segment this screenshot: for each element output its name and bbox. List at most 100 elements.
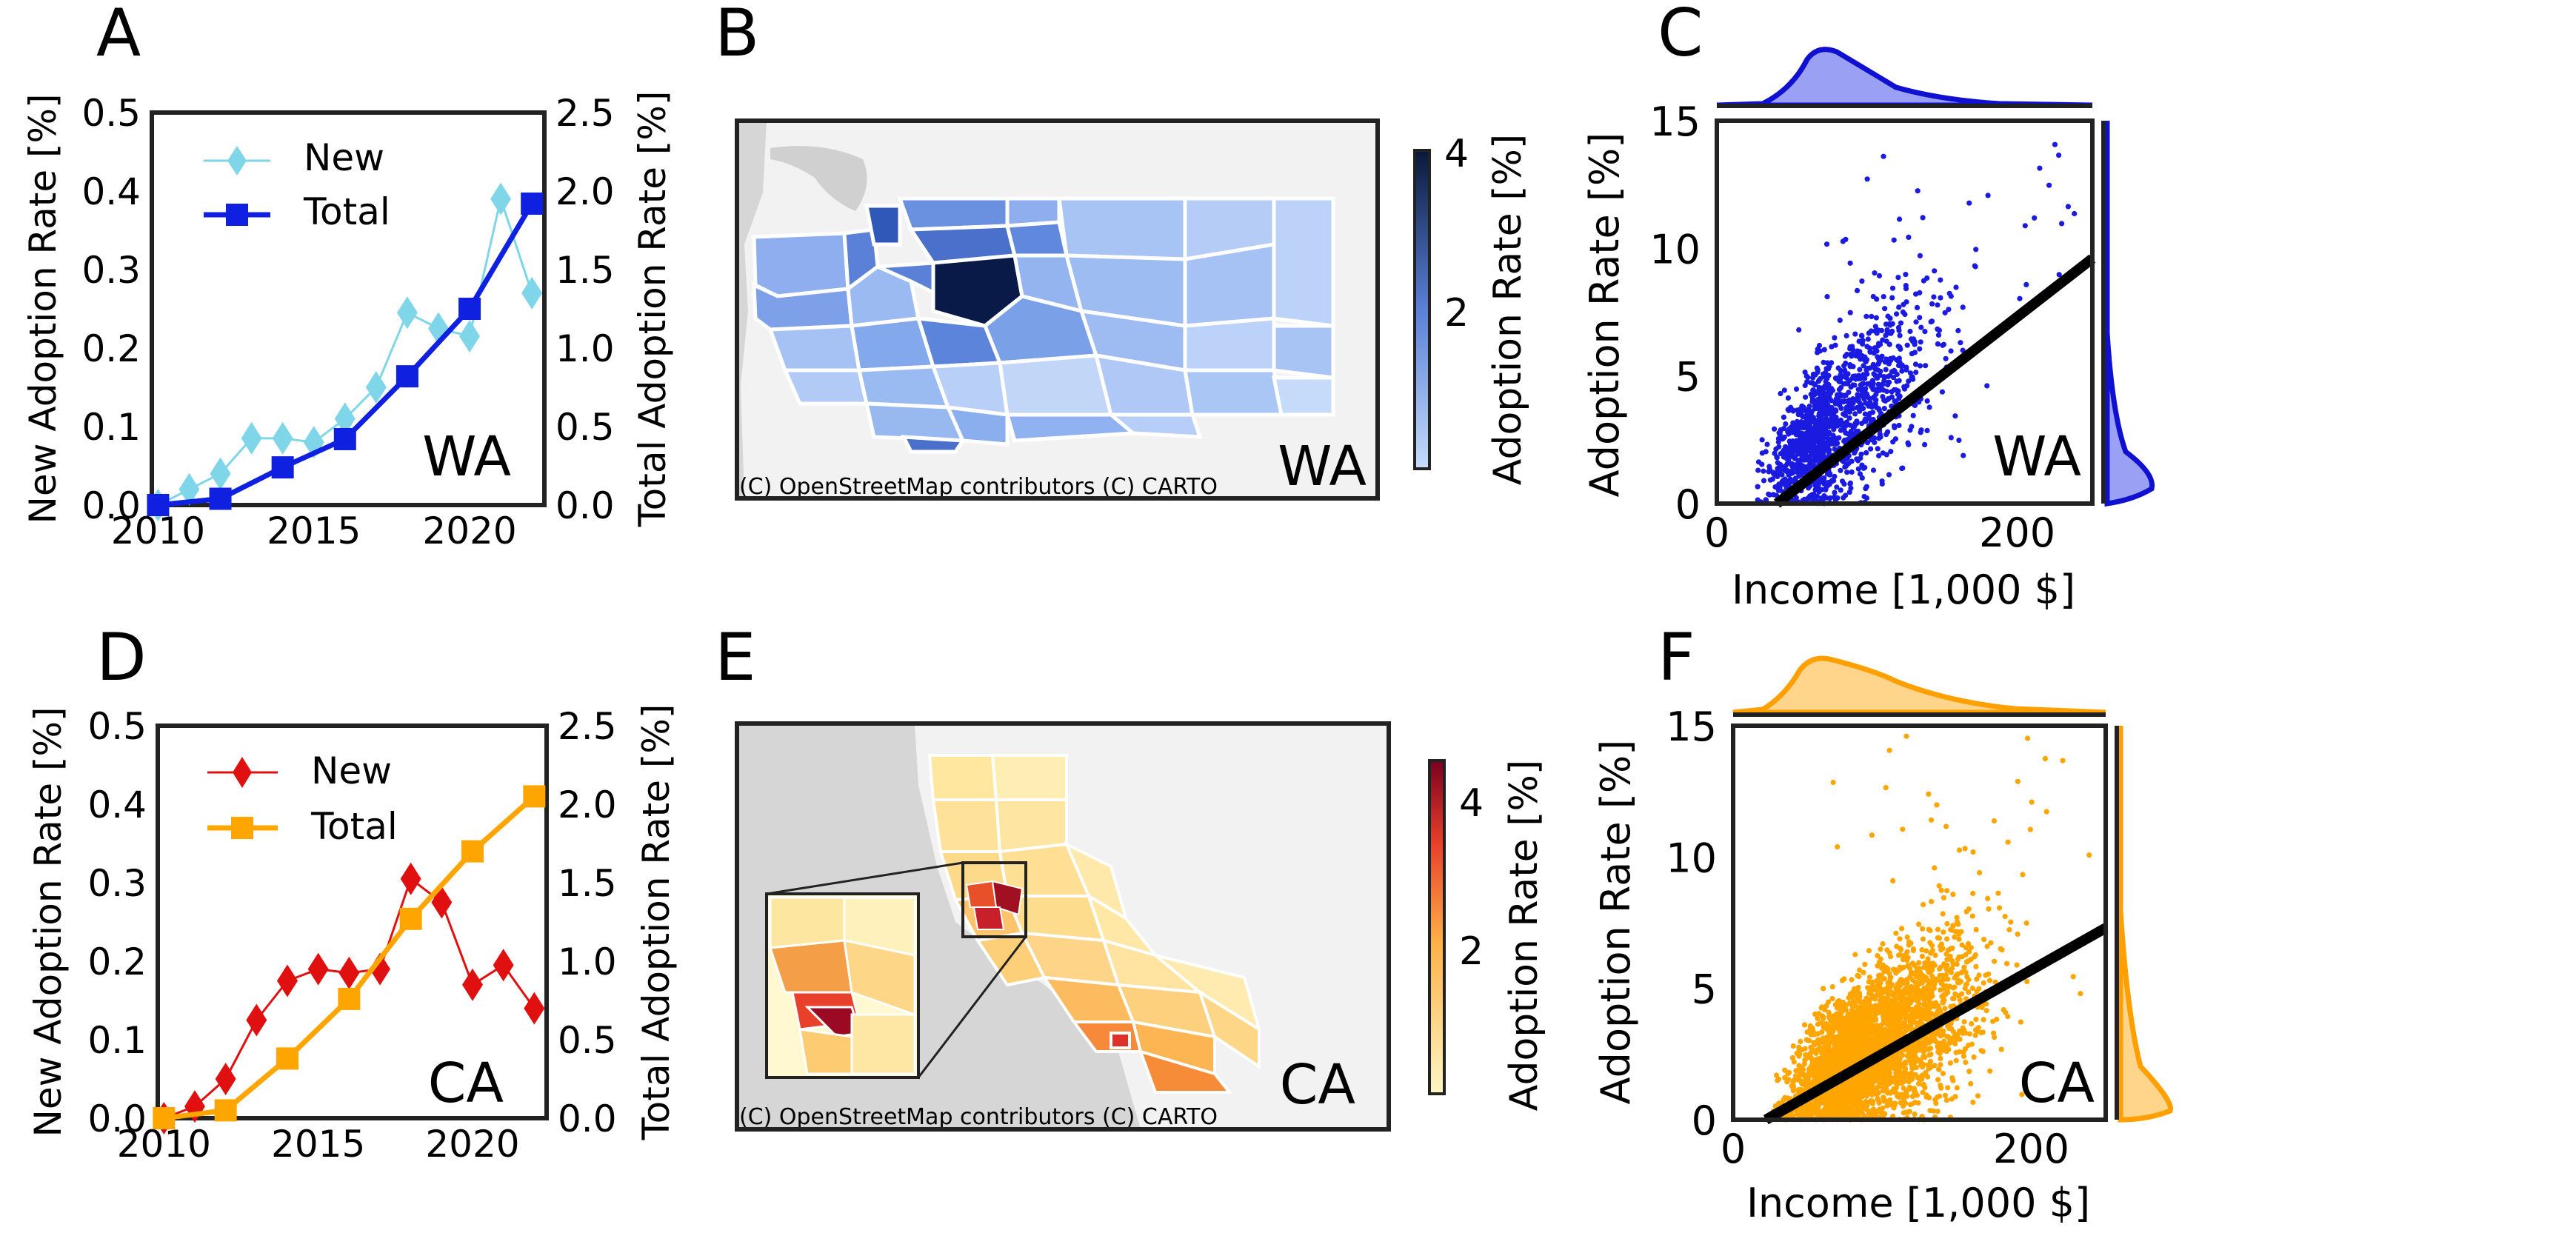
scatter-point xyxy=(2006,926,2012,933)
scatter-point xyxy=(1921,964,1927,970)
scatter-point xyxy=(1869,979,1875,985)
scatter-point xyxy=(1815,445,1822,451)
scatter-point xyxy=(1831,1089,1837,1095)
scatter-point xyxy=(1899,368,1905,374)
scatter-point xyxy=(1978,1029,1984,1036)
scatter-point xyxy=(1774,455,1780,461)
scatter-point xyxy=(1850,373,1856,379)
scatter-point xyxy=(1806,493,1812,500)
scatter-point xyxy=(1872,270,1878,276)
scatter-point xyxy=(1857,967,1863,973)
scatter-point xyxy=(1946,984,1952,990)
scatter-point xyxy=(1841,369,1848,375)
scatter-point xyxy=(1786,431,1792,437)
scatter-point xyxy=(1867,365,1873,371)
scatter-point xyxy=(1953,972,1959,978)
scatter-point xyxy=(1821,347,1827,352)
scatter-point xyxy=(1872,1086,1878,1092)
y-tick-label-right: 1.5 xyxy=(555,249,615,292)
scatter-point xyxy=(1981,980,1986,986)
scatter-point xyxy=(1875,446,1881,452)
scatter-point xyxy=(1849,458,1855,464)
scatter-point xyxy=(2065,204,2071,210)
scatter-point xyxy=(1811,434,1817,440)
scatter-point xyxy=(1822,1093,1828,1099)
scatter-point xyxy=(1898,1100,1904,1106)
scatter-point xyxy=(1876,341,1882,347)
scatter-point xyxy=(1922,441,1928,448)
scatter-point xyxy=(1891,1027,1897,1033)
series-total-point xyxy=(147,494,170,516)
series-new-point xyxy=(524,992,545,1025)
scatter-point xyxy=(1889,1062,1895,1068)
scatter-point xyxy=(1891,1006,1897,1012)
scatter-point xyxy=(1896,1066,1903,1072)
y-tick-label-right: 0.0 xyxy=(555,484,615,527)
scatter-point xyxy=(1903,1015,1909,1020)
scatter-point xyxy=(1891,237,1897,243)
scatter-point xyxy=(1875,1023,1881,1029)
scatter-point xyxy=(1846,390,1852,395)
inset-source-counties xyxy=(965,880,1024,930)
scatter-point xyxy=(1881,374,1887,380)
scatter-point xyxy=(2023,920,2029,926)
scatter-point xyxy=(1810,494,1816,500)
adoption-density-right-c xyxy=(2104,121,2155,507)
scatter-point xyxy=(1807,1069,1813,1075)
scatter-point xyxy=(1956,954,1962,960)
scatter-point xyxy=(1825,1068,1831,1074)
scatter-point xyxy=(1899,1011,1905,1017)
scatter-point xyxy=(1946,307,1952,313)
colorbar-e-tick: 4 xyxy=(1459,781,1484,826)
scatter-point xyxy=(1965,940,1972,946)
scatter-point xyxy=(1858,382,1863,388)
scatter-point xyxy=(1871,394,1877,401)
scatter-point xyxy=(1806,413,1812,420)
scatter-point xyxy=(1826,1032,1832,1038)
scatter-point xyxy=(1950,923,1956,929)
scatter-point xyxy=(1949,1096,1955,1102)
scatter-point xyxy=(1859,421,1865,427)
panel-letter-e: E xyxy=(715,619,756,695)
scatter-point xyxy=(1855,392,1861,398)
scatter-point xyxy=(1921,1000,1928,1006)
scatter-point xyxy=(1883,1069,1889,1075)
scatter-point xyxy=(1857,405,1863,411)
scatter-point xyxy=(1861,493,1867,500)
scatter-point xyxy=(1904,1093,1910,1099)
scatter-point xyxy=(1908,336,1915,342)
scatter-point xyxy=(1938,1044,1943,1050)
y-tick-label-right: 0.0 xyxy=(558,1097,617,1140)
y-tick-label-left: 0.4 xyxy=(81,170,141,213)
scatter-point xyxy=(1785,1071,1791,1077)
scatter-point xyxy=(1826,391,1832,397)
scatter-point xyxy=(1772,426,1778,432)
scatter-point xyxy=(1966,977,1972,983)
scatter-point xyxy=(1755,467,1761,473)
scatter-point xyxy=(1928,1052,1934,1057)
scatter-point xyxy=(1920,926,1926,932)
y-axis-label-c: Adoption Rate [%] xyxy=(1581,133,1628,498)
scatter-point xyxy=(1832,1002,1838,1008)
scatter-point xyxy=(1903,283,1909,289)
scatter-point xyxy=(1994,1016,2000,1023)
scatter-point xyxy=(2072,210,2078,217)
scatter-point xyxy=(1815,1015,1821,1021)
y-tick-label-left: 0.3 xyxy=(87,862,147,905)
scatter-point xyxy=(1892,398,1898,404)
scatter-point xyxy=(1859,462,1865,468)
scatter-point xyxy=(1973,247,1979,253)
scatter-point xyxy=(1884,1089,1890,1095)
scatter-point xyxy=(1932,268,1938,274)
scatter-point xyxy=(1940,911,1946,917)
scatter-point xyxy=(1759,450,1765,456)
scatter-point xyxy=(1911,1087,1917,1093)
scatter-point xyxy=(1952,984,1958,990)
scatter-point xyxy=(1854,1050,1860,1057)
scatter-point xyxy=(1796,458,1802,464)
legend-total-marker xyxy=(231,817,253,839)
scatter-point xyxy=(1922,1047,1928,1053)
panel-d-legend: New Total xyxy=(207,749,398,848)
scatter-point xyxy=(1948,348,1954,354)
